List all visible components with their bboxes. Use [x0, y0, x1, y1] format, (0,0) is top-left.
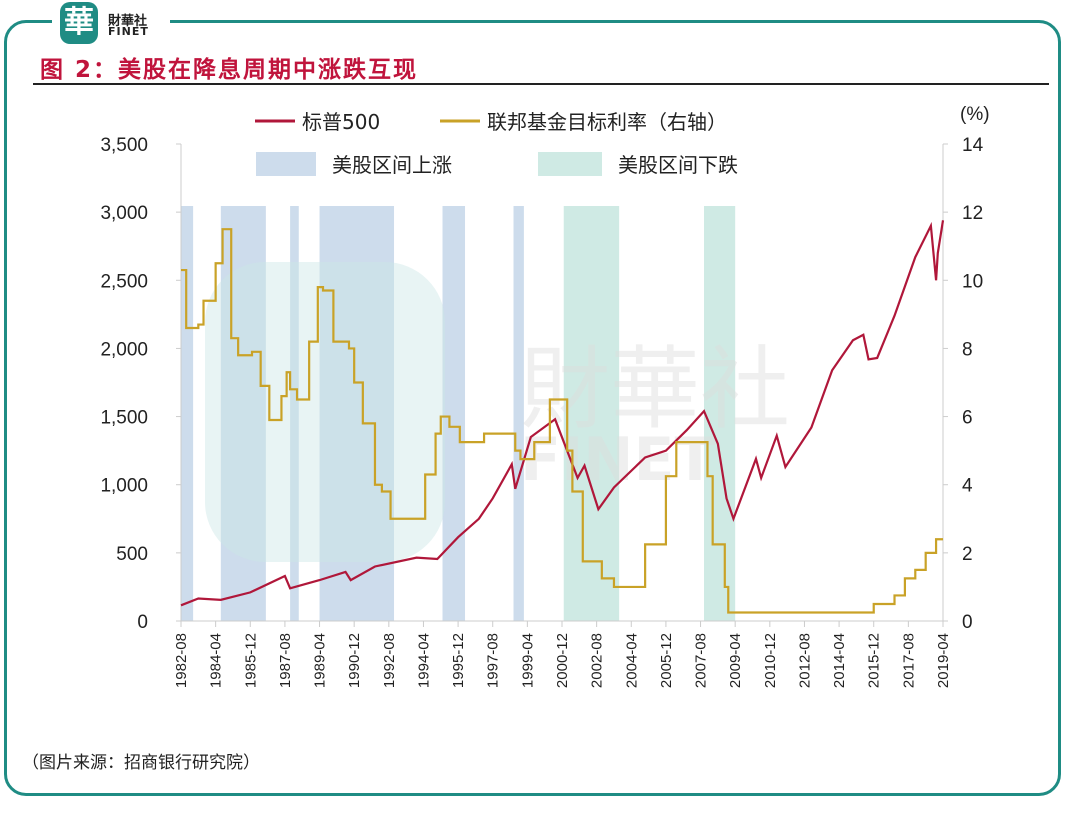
sp500-line — [180, 220, 945, 607]
band-up-2 — [290, 206, 299, 621]
right-tick-label: 10 — [962, 271, 983, 292]
legend-up-swatch — [256, 152, 316, 176]
right-tick-label: 14 — [962, 135, 984, 156]
x-tick-label: 2004-04 — [623, 633, 640, 688]
right-tick-label: 8 — [962, 339, 973, 360]
band-up-1 — [220, 206, 266, 621]
right-tick-label: 4 — [962, 476, 973, 497]
x-tick-label: 1982-08 — [173, 633, 190, 688]
legend-up: 美股区间上涨 — [332, 153, 452, 177]
right-axis-unit: (%) — [960, 104, 990, 125]
x-tick-label: 1999-04 — [519, 633, 536, 688]
fed-rate-line — [181, 228, 943, 614]
watermark-logo — [205, 262, 445, 562]
x-tick-label: 2000-12 — [554, 633, 571, 688]
x-tick-label: 2007-08 — [693, 633, 710, 688]
logo-name-en: FINET — [108, 25, 149, 38]
x-tick-label: 1985-12 — [242, 633, 259, 688]
legend: 标普500 联邦基金目标利率（右轴） 美股区间上涨 美股区间下跌 (%) — [255, 104, 990, 177]
left-tick-label: 3,000 — [100, 203, 148, 224]
left-tick-label: 2,500 — [100, 271, 148, 292]
legend-down: 美股区间下跌 — [618, 153, 738, 177]
right-tick-label: 2 — [962, 544, 973, 565]
right-tick-label: 12 — [962, 203, 983, 224]
x-tick-label: 2012-08 — [796, 633, 813, 688]
band-up-0 — [181, 206, 194, 621]
right-tick-label: 0 — [962, 612, 973, 633]
x-tick-label: 1989-04 — [312, 633, 329, 688]
left-tick-label: 1,000 — [100, 476, 148, 497]
x-tick-label: 2009-04 — [727, 633, 744, 688]
x-tick-label: 1994-04 — [415, 633, 432, 688]
x-tick-label: 1995-12 — [450, 633, 467, 688]
source-note: （图片来源：招商银行研究院） — [22, 753, 260, 773]
finet-logo: 華 — [60, 2, 98, 44]
x-tick-label: 1987-08 — [277, 633, 294, 688]
watermark-cn: 財華社 — [520, 337, 790, 442]
left-tick-label: 1,500 — [100, 408, 148, 429]
x-tick-label: 2002-08 — [589, 633, 606, 688]
x-tick-label: 2015-12 — [866, 633, 883, 688]
card-frame — [4, 20, 1061, 796]
left-tick-label: 2,000 — [100, 339, 148, 360]
legend-fed: 联邦基金目标利率（右轴） — [487, 110, 727, 134]
x-tick-label: 1984-04 — [208, 633, 225, 688]
left-tick-label: 3,500 — [100, 135, 148, 156]
x-tick-label: 2005-12 — [658, 633, 675, 688]
band-down-1 — [704, 206, 736, 621]
title-divider — [33, 83, 1049, 85]
x-tick-label: 2014-04 — [831, 633, 848, 688]
x-tick-label: 1990-12 — [346, 633, 363, 688]
x-tick-label: 2017-08 — [900, 633, 917, 688]
x-tick-label: 2019-04 — [935, 633, 952, 688]
legend-down-swatch — [538, 152, 602, 176]
logo-name-cn: 財華社 — [108, 14, 148, 29]
x-tick-label: 2010-12 — [762, 633, 779, 688]
band-down-0 — [563, 206, 620, 621]
left-tick-label: 500 — [116, 544, 148, 565]
left-tick-label: 0 — [137, 612, 148, 633]
right-tick-label: 6 — [962, 408, 973, 429]
band-up-3 — [319, 206, 395, 621]
chart-title: 图 2：美股在降息周期中涨跌互现 — [40, 57, 419, 83]
x-tick-label: 1992-08 — [381, 633, 398, 688]
x-tick-label: 1997-08 — [485, 633, 502, 688]
band-up-5 — [513, 206, 524, 621]
watermark: 財華社 FINET — [205, 262, 790, 562]
band-up-4 — [442, 206, 466, 621]
legend-sp500: 标普500 — [302, 110, 380, 134]
